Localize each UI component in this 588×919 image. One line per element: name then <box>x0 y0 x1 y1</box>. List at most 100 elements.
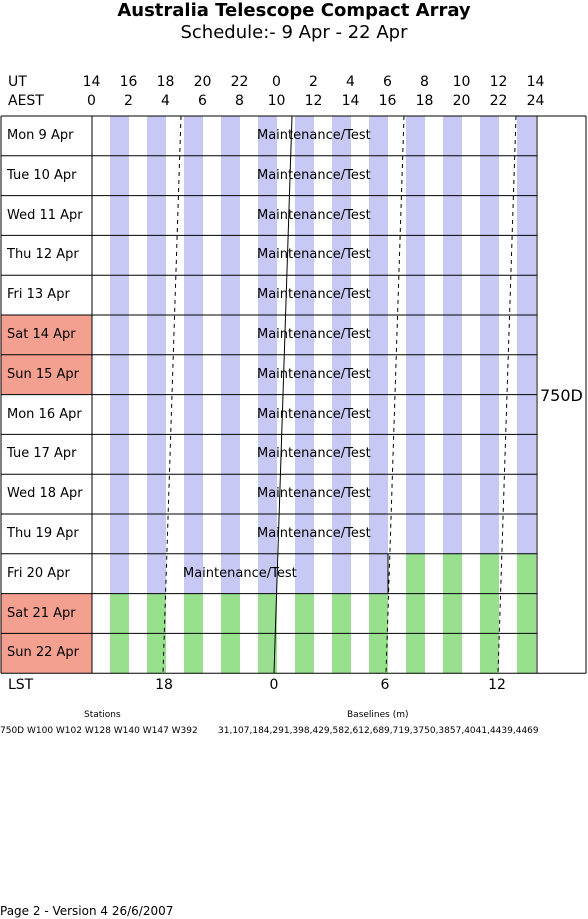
ut-tick: 6 <box>383 74 392 90</box>
page-info: Page 2 - Version 4 26/6/2007 <box>0 904 174 918</box>
maintenance-stripe <box>406 434 425 475</box>
maintenance-stripe <box>221 434 240 475</box>
ut-tick: 12 <box>489 74 508 90</box>
observation-stripe <box>184 593 203 634</box>
maintenance-stripe <box>184 354 203 395</box>
maintenance-stripe <box>406 315 425 355</box>
lst-0-line <box>273 115 293 674</box>
maintenance-stripe <box>258 315 277 355</box>
day-label: Thu 12 Apr <box>7 247 79 263</box>
maintenance-stripe <box>184 275 203 315</box>
maintenance-stripe <box>369 116 388 156</box>
maintenance-stripe <box>443 275 462 315</box>
aest-tick: 6 <box>198 93 207 109</box>
maintenance-stripe <box>517 235 536 276</box>
array-config-label: 750D <box>540 386 583 405</box>
maintenance-stripe <box>221 315 240 355</box>
maintenance-stripe <box>406 474 425 514</box>
maintenance-stripe <box>295 354 314 395</box>
maintenance-label: Maintenance/Test <box>257 406 371 422</box>
observation-stripe <box>332 633 351 674</box>
maintenance-label: Maintenance/Test <box>257 128 371 143</box>
maintenance-stripe <box>258 275 277 315</box>
maintenance-stripe <box>147 195 166 236</box>
ut-tick: 16 <box>119 74 138 90</box>
weekend-cell <box>1 593 92 634</box>
maintenance-stripe <box>295 235 314 276</box>
maintenance-stripe <box>443 235 462 276</box>
maintenance-stripe <box>221 116 240 156</box>
day-label: Sat 21 Apr <box>7 605 76 621</box>
maintenance-stripe <box>258 394 277 435</box>
maintenance-stripe <box>110 155 129 196</box>
maintenance-label: Maintenance/Test <box>257 287 371 303</box>
maintenance-stripe <box>258 116 277 156</box>
maintenance-stripe <box>480 514 499 554</box>
maintenance-stripe <box>258 354 277 395</box>
day-label: Wed 11 Apr <box>7 207 83 223</box>
maintenance-stripe <box>369 394 388 435</box>
maintenance-stripe <box>110 514 129 554</box>
maintenance-stripe <box>221 474 240 514</box>
maintenance-stripe <box>221 155 240 196</box>
maintenance-stripe <box>406 275 425 315</box>
maintenance-stripe <box>517 195 536 236</box>
maintenance-stripe <box>147 474 166 514</box>
aest-tick: 0 <box>87 93 96 109</box>
day-label: Sun 15 Apr <box>7 366 80 382</box>
ut-tick: 14 <box>526 74 545 90</box>
lst-tick: 12 <box>488 677 506 693</box>
maintenance-stripe <box>369 155 388 196</box>
maintenance-stripe <box>295 315 314 355</box>
maintenance-stripe <box>147 315 166 355</box>
maintenance-stripe <box>147 434 166 475</box>
maintenance-stripe <box>369 354 388 395</box>
maintenance-stripe <box>332 394 351 435</box>
maintenance-stripe <box>147 514 166 554</box>
maintenance-stripe <box>258 553 277 594</box>
aest-tick: 8 <box>235 93 244 109</box>
maintenance-stripe <box>147 116 166 156</box>
maintenance-stripe <box>221 354 240 395</box>
lst-18-line <box>162 115 182 674</box>
observation-stripe <box>480 553 499 594</box>
maintenance-stripe <box>517 275 536 315</box>
maintenance-stripe <box>332 474 351 514</box>
maintenance-stripe <box>110 116 129 156</box>
maintenance-stripe <box>406 514 425 554</box>
maintenance-stripe <box>110 354 129 395</box>
observation-stripe <box>147 593 166 634</box>
maintenance-stripe <box>221 235 240 276</box>
maintenance-stripe <box>480 394 499 435</box>
maintenance-label: Maintenance/Test <box>257 247 371 263</box>
lst-tick: 18 <box>155 677 173 693</box>
maintenance-stripe <box>110 553 129 594</box>
ut-tick: 20 <box>193 74 212 90</box>
baselines-title: Baselines (m) <box>347 710 409 720</box>
maintenance-stripe <box>110 275 129 315</box>
maintenance-stripe <box>295 275 314 315</box>
maintenance-stripe <box>295 116 314 156</box>
maintenance-stripe <box>147 155 166 196</box>
ut-tick: 8 <box>420 74 429 90</box>
ut-tick: 2 <box>309 74 318 90</box>
maintenance-stripe <box>332 553 351 594</box>
maintenance-stripe <box>184 553 203 594</box>
observation-stripe <box>517 633 536 674</box>
aest-tick: 10 <box>267 93 286 109</box>
day-label: Wed 18 Apr <box>7 486 83 502</box>
maintenance-stripe <box>110 474 129 514</box>
maintenance-stripe <box>517 514 536 554</box>
lst-tick: 0 <box>269 677 279 693</box>
maintenance-stripe <box>332 116 351 156</box>
observation-stripe <box>184 633 203 674</box>
maintenance-stripe <box>184 116 203 156</box>
maintenance-stripe <box>443 394 462 435</box>
maintenance-stripe <box>295 195 314 236</box>
observation-stripe <box>480 593 499 634</box>
maintenance-stripe <box>480 275 499 315</box>
observation-stripe <box>258 593 277 634</box>
page-title: Australia Telescope Compact Array <box>117 0 471 21</box>
maintenance-stripe <box>184 195 203 236</box>
maintenance-stripe <box>406 394 425 435</box>
